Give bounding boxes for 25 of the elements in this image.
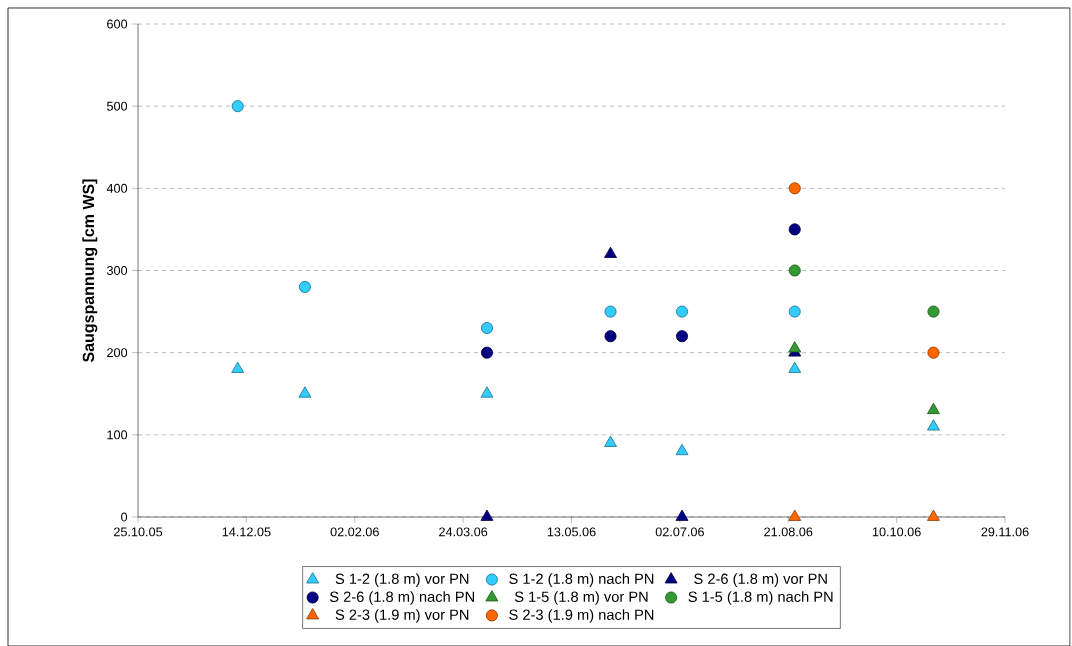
legend-label: S 2-3 (1.9 m) vor PN — [335, 609, 469, 623]
x-tick-label: 21.08.06 — [764, 527, 813, 537]
legend-label: S 1-5 (1.8 m) vor PN — [514, 591, 648, 605]
x-tick-label: 13.05.06 — [547, 527, 596, 537]
legend-label: S 2-6 (1.8 m) nach PN — [329, 591, 474, 605]
legend-label: S 1-2 (1.8 m) vor PN — [335, 573, 469, 587]
x-tick-label: 24.03.06 — [439, 527, 488, 537]
y-tick-label: 0 — [121, 512, 128, 522]
y-tick-label: 100 — [107, 430, 128, 440]
legend-label: S 2-3 (1.9 m) nach PN — [509, 609, 654, 623]
legend-label: S 1-2 (1.8 m) nach PN — [509, 573, 654, 587]
legend-label: S 1-5 (1.8 m) nach PN — [688, 591, 833, 605]
x-tick-label: 29.11.06 — [981, 527, 1029, 537]
y-tick-label: 400 — [106, 183, 128, 193]
y-tick-label: 300 — [106, 266, 128, 275]
x-tick-label: 02.07.06 — [655, 527, 704, 537]
legend-label: S 2-6 (1.8 m) vor PN — [694, 573, 827, 587]
y-tick-label: 200 — [107, 348, 128, 358]
y-axis-title: Saugspannung [cm WS] — [82, 179, 98, 363]
y-tick-label: 600 — [107, 19, 128, 29]
x-tick-label: 02.02.06 — [330, 527, 379, 537]
y-tick-label: 500 — [106, 101, 128, 111]
x-tick-label: 14.12.05 — [222, 527, 271, 537]
x-tick-label: 25.10.05 — [113, 527, 163, 537]
x-tick-label: 10.10.06 — [872, 527, 921, 537]
